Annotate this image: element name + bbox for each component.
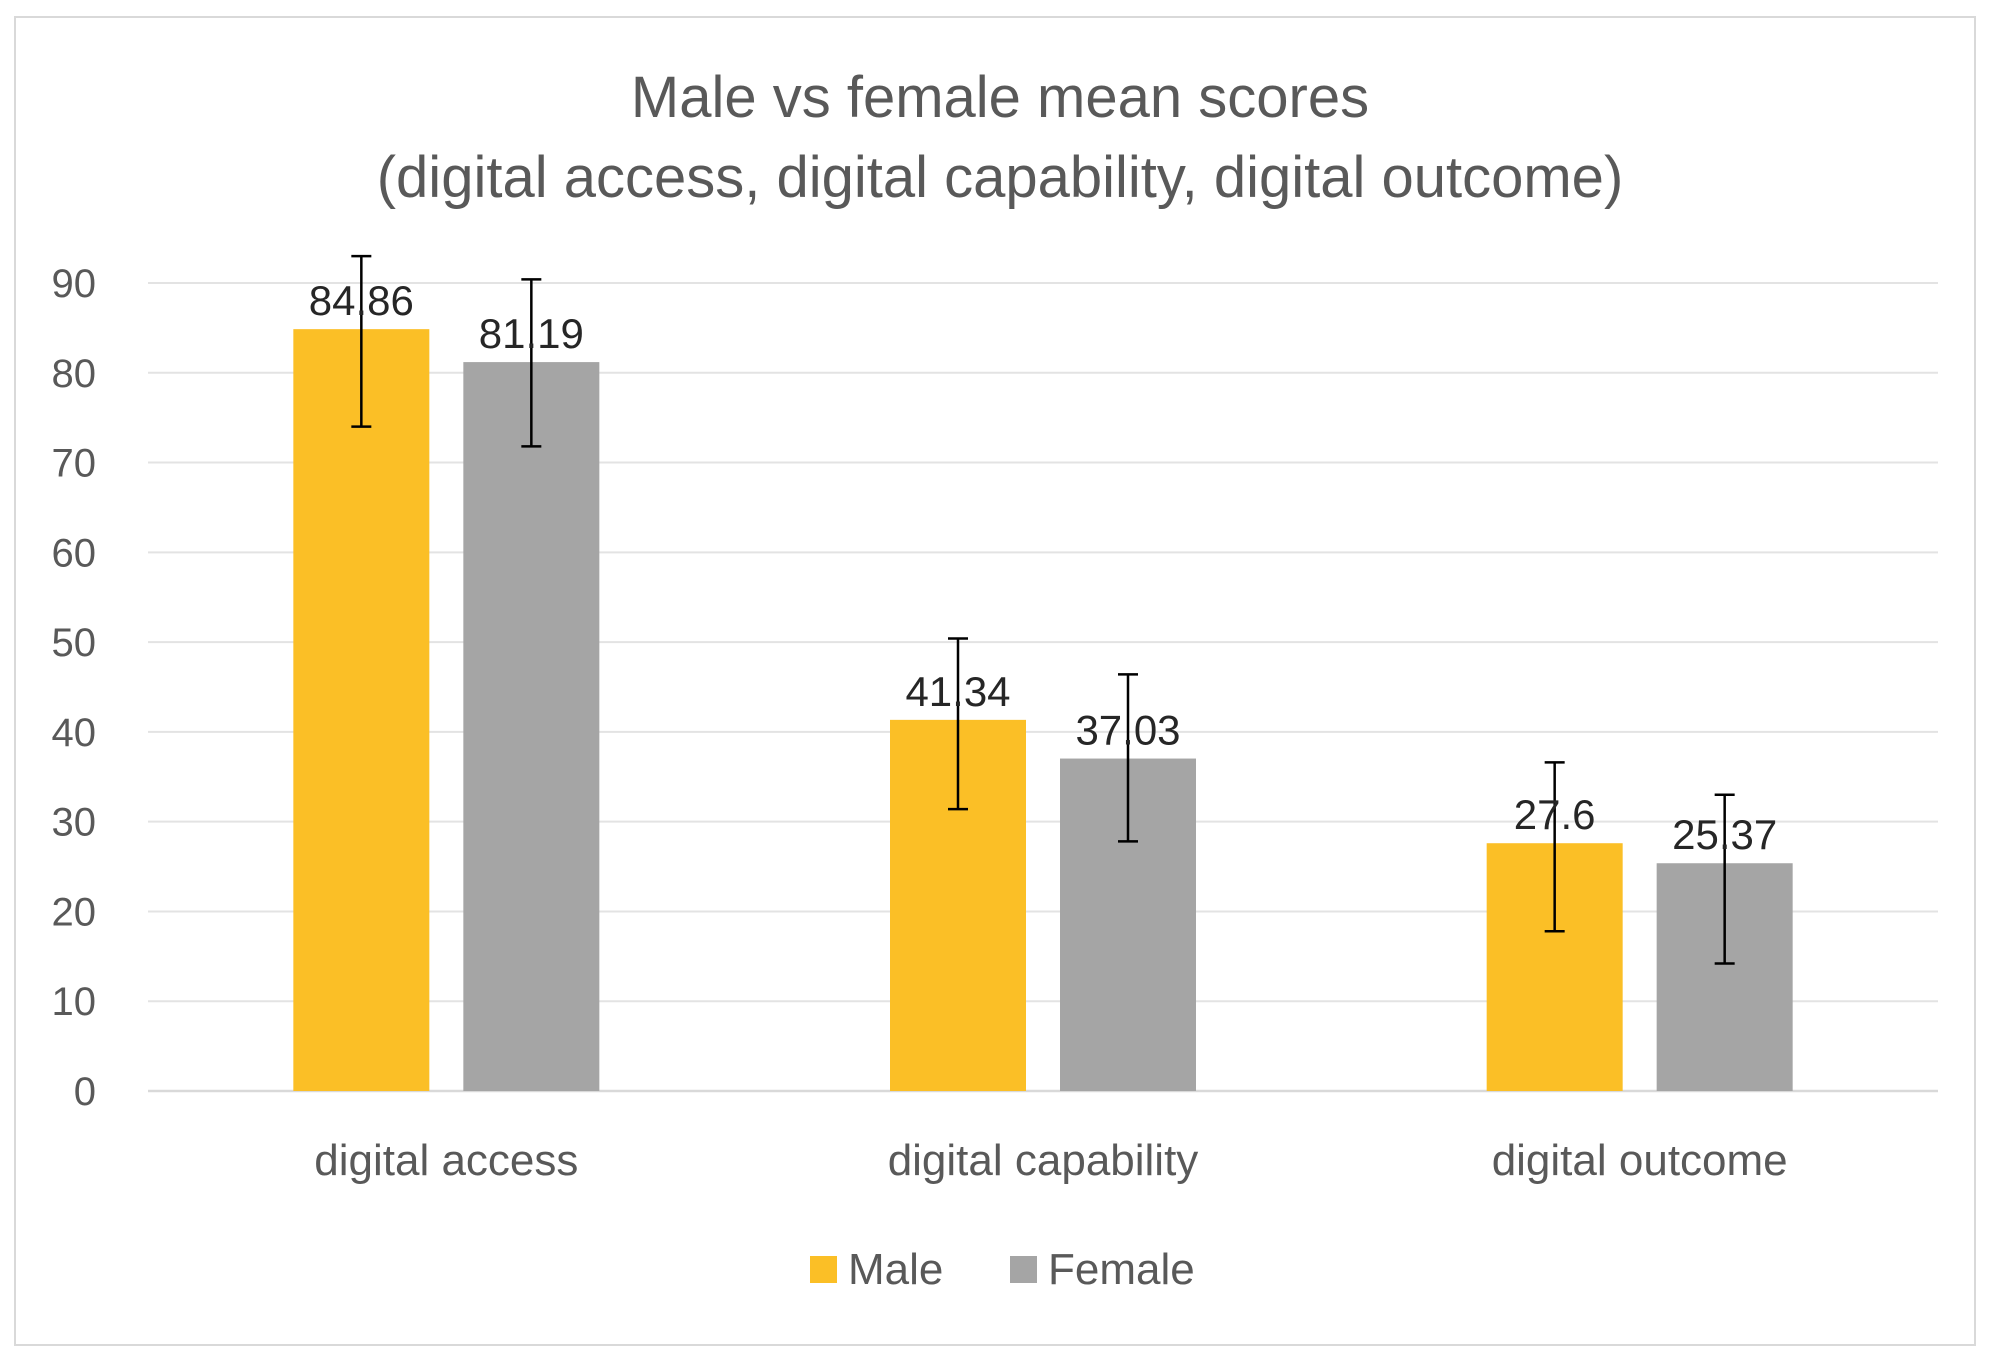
chart-title-line-2: (digital access, digital capability, dig… [377,145,1624,210]
y-tick-label: 80 [52,352,97,396]
y-tick-label: 20 [52,890,97,934]
legend-swatch-female [1010,1256,1037,1283]
legend-swatch-male [810,1256,837,1283]
data-label: 27.6 [1514,791,1596,838]
legend-label-female: Female [1048,1245,1195,1294]
bar-female [463,362,600,1091]
y-tick-label: 70 [52,442,97,486]
y-tick-label: 50 [52,621,97,665]
x-axis: digital access digital capability digital … [314,1136,1787,1185]
y-tick-label: 90 [52,262,97,306]
bars [293,329,1793,1092]
y-tick-label: 10 [52,980,97,1024]
gridlines [148,282,1938,1093]
y-axis: 0 10 20 30 40 50 60 70 80 90 [52,262,97,1114]
y-tick-label: 60 [52,531,97,575]
x-category-label: digital access [314,1136,578,1185]
chart-title-line-1: Male vs female mean scores [631,65,1369,130]
chart-title: Male vs female mean scores (digital acce… [377,65,1624,210]
error-bars [351,254,1735,965]
bar-male [293,329,430,1092]
x-category-label: digital capability [888,1136,1199,1185]
data-label: 41.34 [905,668,1010,715]
y-tick-label: 40 [52,711,97,755]
data-labels: 84.86 81.19 41.34 37.03 27.6 25.37 [309,277,1777,858]
data-label: 84.86 [309,277,414,324]
data-label: 37.03 [1075,707,1180,754]
data-label: 81.19 [479,310,584,357]
legend: Male Female [810,1245,1195,1294]
data-label: 25.37 [1672,811,1777,858]
x-category-label: digital outcome [1492,1136,1788,1185]
legend-label-male: Male [848,1245,943,1294]
y-tick-label: 30 [52,801,97,845]
y-tick-label: 0 [74,1070,96,1114]
